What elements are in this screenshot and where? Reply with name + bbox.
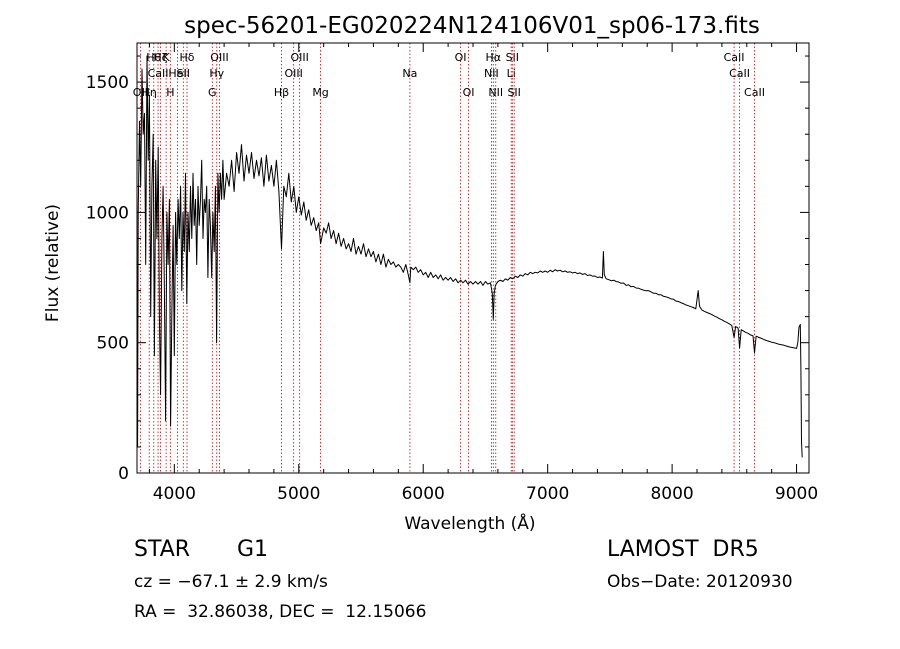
spectral-line-label: HeI: [168, 67, 186, 80]
chart-title: spec-56201-EG020224N124106V01_sp06-173.f…: [184, 13, 760, 39]
y-tick-label: 500: [97, 334, 129, 354]
spectral-line-label: Mg: [312, 86, 328, 99]
y-axis-label: Flux (relative): [43, 204, 63, 322]
spectral-line-label: CaII: [724, 51, 745, 64]
y-tick-label: 1000: [86, 203, 129, 223]
spectral-line-label: OIII: [290, 51, 308, 64]
x-tick-label: 8000: [650, 484, 693, 504]
spectral-line-label: CaII: [744, 86, 765, 99]
spectral-line-label: SII: [506, 51, 519, 64]
plot-frame: [136, 42, 810, 474]
y-tick-label: 0: [118, 464, 129, 484]
object-subclass: G1: [237, 537, 269, 562]
spectral-line-label: Hδ: [180, 51, 195, 64]
spectral-line-label: G: [208, 86, 217, 99]
spectrum-series: [137, 55, 803, 458]
redshift-velocity: cz = −67.1 ± 2.9 km/s: [134, 572, 328, 592]
spectral-line-label: CaII: [729, 67, 750, 80]
x-tick-label: 9000: [775, 484, 818, 504]
y-tick-label: 1500: [86, 73, 129, 93]
spectral-line-label: OI: [455, 51, 467, 64]
x-tick-label: 5000: [277, 484, 320, 504]
spectral-line-label: OIII: [284, 67, 302, 80]
spectral-line-label: SII: [507, 86, 520, 99]
observation-date: Obs−Date: 20120930: [607, 572, 793, 592]
x-tick-label: 7000: [526, 484, 569, 504]
spectral-line-label: SII: [177, 67, 190, 80]
spectrum-line: [137, 55, 803, 458]
spectral-line-label: Hβ: [274, 86, 289, 99]
x-tick-label: 4000: [153, 484, 196, 504]
spectral-line-label: Na: [402, 67, 417, 80]
spectral-line-label: Hα: [486, 51, 502, 64]
spectral-line-label: Hγ: [209, 67, 224, 80]
object-class: STAR: [134, 537, 191, 562]
spectral-line-label: OI: [463, 86, 475, 99]
spectral-line-label: NII: [488, 86, 503, 99]
spectral-line-label: CaII: [148, 67, 169, 80]
spectral-line-label: Li: [507, 67, 516, 80]
spectral-line-label: Hζ: [153, 51, 167, 64]
spectral-line-label: OIII: [210, 51, 228, 64]
spectral-line-label: Hη: [142, 86, 157, 99]
x-axis-label: Wavelength (Å): [404, 512, 535, 534]
x-tick-label: 6000: [402, 484, 445, 504]
sky-coordinates: RA = 32.86038, DEC = 12.15066: [134, 602, 427, 622]
axis-ticks: 4000 5000 6000 7000 8000 9000 0 500 1000 1500: [86, 43, 818, 504]
spectral-line-label: K: [163, 51, 171, 64]
survey-name: LAMOST DR5: [607, 537, 759, 562]
spectral-line-label: NII: [484, 67, 499, 80]
spectral-line-label: H: [166, 86, 174, 99]
